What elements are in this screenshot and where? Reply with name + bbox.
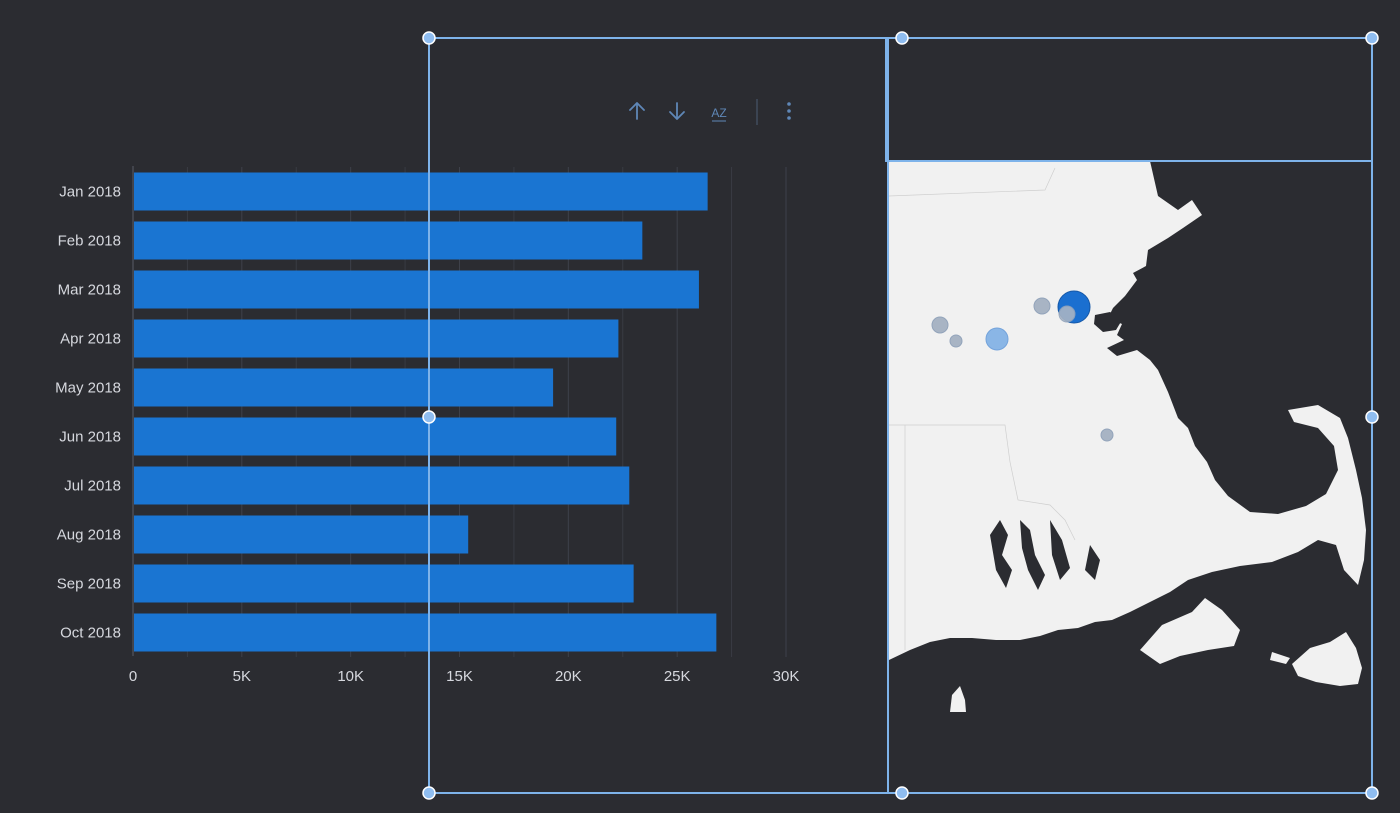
bar-mar-2018[interactable]	[134, 270, 699, 309]
x-tick-label: 10K	[337, 668, 364, 685]
bubble-4[interactable]	[1033, 297, 1051, 315]
bars	[134, 172, 717, 652]
map-island-block	[950, 686, 966, 712]
resize-handle-bottom-left[interactable]	[422, 786, 436, 800]
resize-handles[interactable]	[422, 31, 1379, 800]
resize-handle-top-left[interactable]	[422, 31, 436, 45]
bar-aug-2018[interactable]	[134, 515, 469, 554]
bubble-map[interactable]	[888, 161, 1373, 793]
category-label: Feb 2018	[58, 233, 121, 250]
resize-handle-bottom-middle[interactable]	[895, 786, 909, 800]
category-label: Jul 2018	[64, 478, 121, 495]
bar-jun-2018[interactable]	[134, 417, 617, 456]
bar-oct-2018[interactable]	[134, 613, 717, 652]
chart-toolbar: AZ	[629, 99, 791, 125]
bar-feb-2018[interactable]	[134, 221, 643, 260]
category-label: Oct 2018	[60, 625, 121, 642]
sort-ascending-icon[interactable]	[629, 102, 645, 120]
map-island-marthas-vineyard	[1140, 598, 1240, 664]
bubble-3[interactable]	[985, 327, 1009, 351]
x-tick-label: 0	[129, 668, 137, 685]
bubble-6[interactable]	[1058, 305, 1076, 323]
map-land-mainland	[889, 161, 1366, 660]
category-label: Jun 2018	[59, 429, 121, 446]
resize-handle-middle-left[interactable]	[422, 410, 436, 424]
category-label: Jan 2018	[59, 184, 121, 201]
bar-jul-2018[interactable]	[134, 466, 630, 505]
category-label: Mar 2018	[58, 282, 121, 299]
bar-jan-2018[interactable]	[134, 172, 708, 211]
selection-box-map-header[interactable]	[885, 37, 1373, 162]
sort-descending-icon[interactable]	[669, 102, 685, 120]
bar-apr-2018[interactable]	[134, 319, 619, 358]
resize-handle-middle-right[interactable]	[1365, 410, 1379, 424]
more-options-icon[interactable]	[787, 102, 791, 120]
category-label: Aug 2018	[57, 527, 121, 544]
resize-handle-bottom-right[interactable]	[1365, 786, 1379, 800]
sort-alphabetical-icon[interactable]: AZ	[711, 106, 727, 122]
map-island-nantucket	[1292, 632, 1362, 686]
bar-may-2018[interactable]	[134, 368, 554, 407]
bubbles	[931, 290, 1114, 442]
x-tick-label: 5K	[233, 668, 251, 685]
map-island-small-1	[1270, 652, 1290, 664]
category-label: Sep 2018	[57, 576, 121, 593]
category-label: Apr 2018	[60, 331, 121, 348]
bar-sep-2018[interactable]	[134, 564, 634, 603]
map-coastline-inlets	[990, 520, 1100, 590]
x-tick-label: 15K	[446, 668, 473, 685]
bubble-2[interactable]	[949, 334, 963, 348]
bubble-1[interactable]	[931, 316, 949, 334]
sort-alpha-glyph: AZ	[711, 106, 726, 120]
bar-chart[interactable]: Jan 2018 Feb 2018 Mar 2018 Apr 2018 May 2018…	[55, 166, 799, 685]
resize-handle-top-middle[interactable]	[895, 31, 909, 45]
x-tick-labels: 0 5K 10K 15K 20K 25K 30K	[129, 668, 800, 685]
resize-handle-top-right[interactable]	[1365, 31, 1379, 45]
category-labels: Jan 2018 Feb 2018 Mar 2018 Apr 2018 May 2018…	[55, 184, 121, 642]
map-state-borders	[888, 167, 1076, 650]
x-tick-label: 20K	[555, 668, 582, 685]
x-tick-label: 30K	[773, 668, 800, 685]
map-bay	[1094, 312, 1122, 332]
x-tick-label: 25K	[664, 668, 691, 685]
category-label: May 2018	[55, 380, 121, 397]
bubble-7[interactable]	[1100, 428, 1114, 442]
